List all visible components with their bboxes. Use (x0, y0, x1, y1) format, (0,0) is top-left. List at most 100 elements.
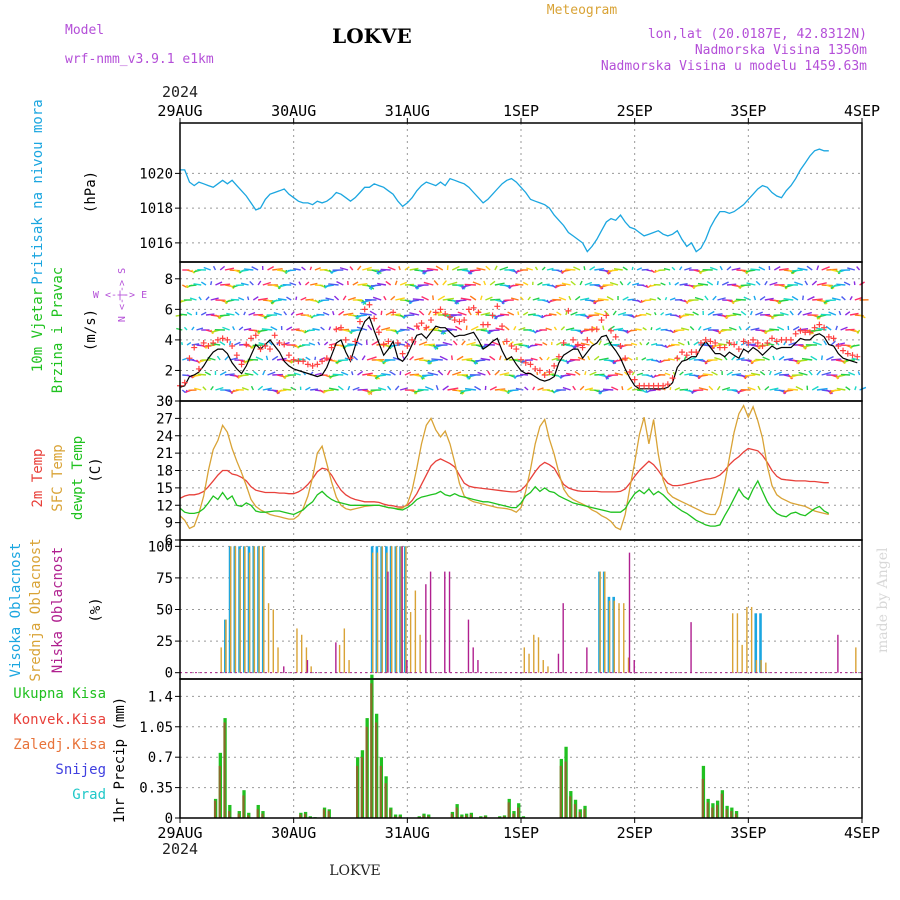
cloud-bar (429, 571, 432, 673)
wind-arrow (629, 329, 638, 332)
wind-gust-mark (442, 310, 449, 317)
precip-conv-bar (573, 804, 577, 818)
wind-arrow (257, 329, 268, 333)
wind-arrow-field (175, 265, 869, 396)
wind-arrow (446, 370, 451, 376)
wind-gust-mark (371, 315, 378, 322)
wind-arrow (427, 372, 439, 376)
wind-arrow (200, 311, 207, 316)
wind-arrow (203, 266, 211, 271)
wind-arrow (626, 281, 632, 286)
wind-arrow (333, 295, 340, 301)
wind-arrow (332, 373, 344, 376)
wind-arrow (738, 326, 742, 331)
wind-arrow (387, 385, 392, 391)
wind-arrow (641, 284, 648, 288)
wind-arrow (680, 314, 690, 318)
wind-arrow (474, 385, 482, 391)
wind-arrow (847, 267, 856, 271)
wind-arrow (276, 357, 287, 361)
wind-arrow (640, 299, 643, 303)
cloud-bar (229, 546, 232, 673)
cloud-bar (409, 612, 412, 673)
cloud-bar (244, 546, 246, 673)
wind-arrow (385, 280, 392, 286)
wind-arrow (840, 373, 851, 376)
wind-arrow (594, 267, 605, 271)
wind-gust-mark (304, 361, 311, 368)
wind-arrow (762, 356, 770, 361)
wind-arrow (298, 281, 302, 286)
wind-arrow (267, 371, 276, 376)
wind-arrow (359, 312, 372, 316)
cloud-bar (627, 657, 630, 673)
wind-arrow (488, 329, 500, 332)
wind-gust-mark (200, 339, 207, 346)
wind-arrow (821, 266, 830, 271)
wind-arrow (212, 265, 217, 271)
wind-arrow (717, 343, 728, 346)
precip-conv-bar (583, 809, 586, 818)
panel-frame (179, 122, 863, 263)
wind-arrow (309, 266, 313, 271)
x-tick-label: 4SEP (844, 102, 880, 120)
wind-arrow (470, 325, 479, 331)
cloud-bar (690, 622, 692, 673)
wind-arrow (433, 280, 439, 286)
wind-arrow (328, 283, 339, 286)
wind-arrow (413, 389, 424, 393)
x-tick-label: 29AUG (157, 824, 202, 842)
wind-arrow (366, 356, 377, 361)
wind-arrow (551, 357, 559, 361)
wind-arrow (248, 311, 256, 316)
wind-gust-mark (603, 312, 610, 319)
x-tick-label: 29AUG (157, 102, 202, 120)
wind-arrow (325, 297, 335, 301)
cloud-bar (296, 628, 298, 673)
cloud-bar (562, 603, 564, 673)
model-name: wrf-nmm_v3.9.1 e1km (65, 52, 214, 67)
wind-arrow (376, 374, 387, 377)
wind-gust-mark (532, 365, 539, 372)
wind-arrow (726, 371, 733, 376)
wind-arrow (305, 356, 311, 361)
y-tick-label: 2 (165, 363, 173, 379)
wind-arrow (561, 282, 571, 286)
wind-arrow (709, 266, 718, 271)
wind-arrow (347, 296, 356, 301)
wind-arrow (180, 313, 188, 316)
y-tick-label: 8 (165, 272, 173, 288)
wind-arrow (735, 298, 746, 301)
cloud-bar (467, 619, 470, 673)
cloud-bar (220, 647, 222, 673)
wind-arrow (856, 329, 861, 334)
wind-arrow (457, 311, 467, 316)
wind-arrow (584, 371, 587, 376)
wind-arrow (602, 325, 605, 331)
wind-arrow (650, 327, 653, 331)
wind-arrow (589, 371, 597, 376)
wind-arrow (806, 265, 813, 271)
wind-arrow (679, 371, 684, 376)
wind-arrow (323, 341, 329, 346)
precip-conv-bar (564, 761, 567, 818)
wind-arrow (183, 326, 188, 331)
precip-conv-bar (578, 811, 581, 818)
wind-arrow (755, 280, 761, 286)
wind-arrow (683, 356, 687, 361)
wind-arrow (427, 310, 432, 316)
wind-arrow (703, 326, 712, 331)
wind-arrow (181, 284, 187, 288)
wind-gust-mark (821, 324, 828, 331)
x-tick-label: 30AUG (271, 824, 316, 842)
wind-arrow (310, 282, 318, 286)
wind-arrow (240, 282, 249, 286)
y-tick-label: 0.7 (148, 750, 173, 766)
wind-gust-mark (584, 336, 591, 343)
wind-arrow (369, 310, 377, 316)
wind-arrow (447, 281, 458, 286)
wind-arrow (494, 282, 505, 286)
wind-gust-mark (579, 344, 586, 351)
wind-arrow (712, 344, 723, 347)
wind-arrow (840, 326, 848, 331)
